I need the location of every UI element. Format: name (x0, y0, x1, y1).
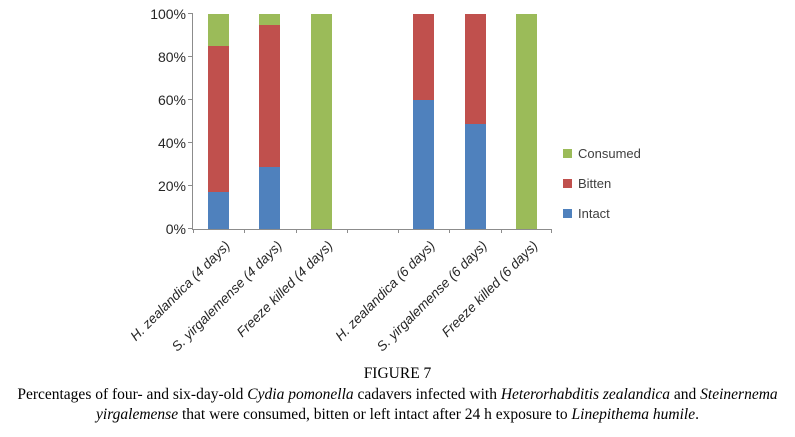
legend-swatch-consumed-icon (563, 149, 572, 158)
caption-segment: cadavers infected with (353, 386, 501, 403)
stacked-bar (208, 14, 230, 229)
legend-label-consumed: Consumed (578, 146, 641, 161)
species-name: Cydia pomonella (247, 386, 354, 403)
bar-segment-intact (259, 166, 281, 229)
legend-item-bitten: Bitten (563, 176, 641, 191)
stacked-bar (413, 14, 435, 229)
bar-segment-bitten (259, 24, 281, 167)
stacked-bar (259, 14, 281, 229)
plot-area: 0% 20% 40% 60% 80% 100% H. zealandica (4 days)… (128, 6, 552, 354)
bar-segment-bitten (464, 14, 486, 124)
y-axis-tick-label: 60% (157, 92, 186, 108)
bar-segment-intact (208, 192, 230, 229)
species-name: Heterorhabditis zealandica (500, 386, 671, 403)
y-axis-tick-label: 0% (165, 221, 186, 237)
x-axis-category-label: Freeze killed (6 days) (439, 238, 541, 340)
y-axis-tick-label: 20% (157, 178, 186, 194)
y-axis-tick (188, 99, 193, 100)
bar-segment-bitten (413, 14, 435, 100)
x-axis-category-label: Freeze killed (4 days) (233, 238, 336, 340)
species-name: Steinernema yirgalemense (96, 386, 778, 423)
legend: Consumed Bitten Intact (563, 146, 641, 221)
caption-segment: Percentages of four- and six-day-old (17, 386, 248, 403)
stacked-bar (310, 14, 332, 229)
caption-text: Percentages of four- and six-day-old Cyd… (3, 385, 792, 425)
legend-item-consumed: Consumed (563, 146, 641, 161)
x-axis-category-label: H. zealandica (4 days) (127, 238, 234, 344)
y-axis-tick (188, 185, 193, 186)
y-axis-tick-label: 40% (157, 135, 186, 151)
caption-segment: and (670, 386, 701, 403)
y-axis-tick (188, 228, 193, 229)
x-axis-tick (346, 229, 348, 233)
y-axis-tick (188, 13, 193, 14)
bar-segment-bitten (208, 46, 230, 193)
bar-segment-intact (413, 100, 435, 229)
y-axis-tick (188, 142, 193, 143)
bar-segment-consumed (310, 14, 332, 229)
species-name: Linepithema humile (571, 406, 696, 423)
legend-label-bitten: Bitten (578, 176, 612, 191)
legend-swatch-bitten-icon (563, 179, 572, 188)
bar-segment-consumed (208, 14, 230, 47)
bar-segment-intact (464, 123, 486, 229)
stacked-bar (464, 14, 486, 229)
figure-label: FIGURE 7 (363, 365, 432, 382)
x-axis-tick (500, 229, 502, 233)
x-axis-tick (449, 229, 451, 233)
figure-caption: FIGURE 7 Percentages of four- and six-da… (0, 364, 795, 425)
x-axis-tick (551, 229, 552, 233)
x-axis-category-label: H. zealandica (6 days) (332, 238, 439, 344)
caption-segment: . (695, 406, 699, 423)
x-axis-tick (398, 229, 400, 233)
y-axis-tick-label: 100% (150, 6, 186, 22)
x-axis-tick (193, 229, 194, 233)
caption-segment: that were consumed, bitten or left intac… (178, 406, 572, 423)
x-axis-tick (244, 229, 246, 233)
y-axis-tick (188, 56, 193, 57)
legend-item-intact: Intact (563, 206, 641, 221)
bar-segment-consumed (515, 14, 537, 229)
bar-segment-consumed (259, 14, 281, 25)
stacked-bar (515, 14, 537, 229)
x-axis-tick (295, 229, 297, 233)
y-axis-tick-label: 80% (157, 49, 186, 65)
legend-swatch-intact-icon (563, 209, 572, 218)
legend-label-intact: Intact (578, 206, 610, 221)
